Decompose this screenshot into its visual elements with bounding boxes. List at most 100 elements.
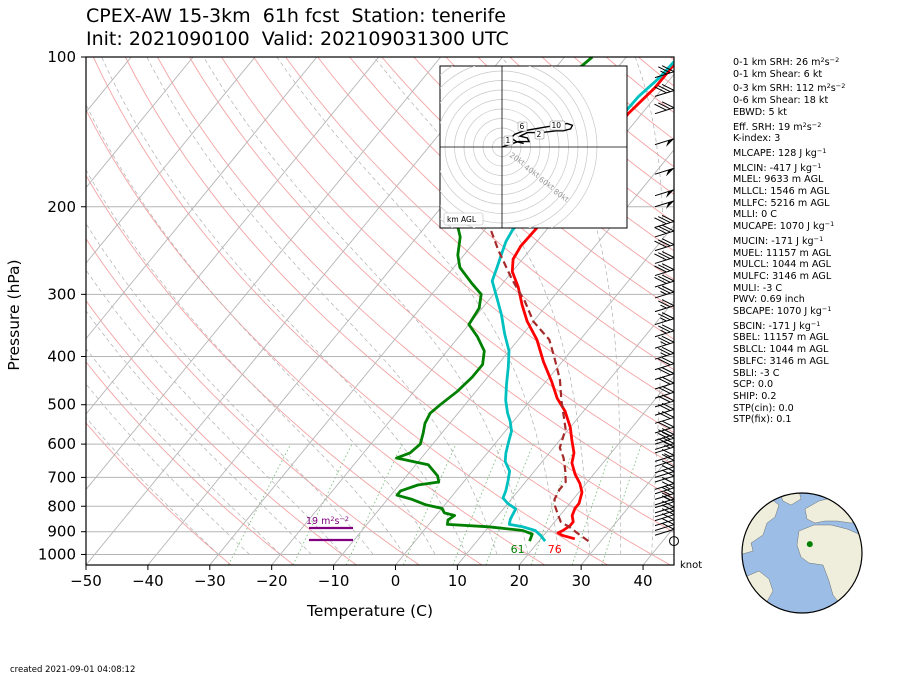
moist-adiabat [86, 383, 250, 555]
dry-adiabat [86, 361, 294, 565]
moist-adiabat [86, 223, 374, 555]
y-tick-label: 600 [47, 435, 76, 453]
parameter-line: 0-3 km SRH: 112 m2s−2 [733, 82, 846, 95]
wind-barb [654, 420, 675, 434]
hodograph-height-label: 6 [520, 122, 525, 131]
y-tick-label: 200 [47, 198, 76, 216]
y-tick-label: 400 [47, 348, 76, 366]
hodograph-trace [501, 122, 574, 148]
wind-barb [654, 335, 675, 349]
wind-barb [654, 428, 675, 441]
parameter-line: SHIP: 0.2 [733, 390, 777, 402]
chart-title-line2: Init: 2021090100 Valid: 202109031300 UTC [86, 28, 509, 50]
dry-adiabat [381, 57, 674, 310]
parameter-line: MLCAPE: 128 J kg−1 [733, 146, 827, 159]
wind-barb [654, 224, 675, 238]
y-tick-label: 1000 [38, 545, 76, 563]
parameter-line: MULFC: 3146 m AGL [733, 270, 832, 282]
wind-barb [654, 238, 675, 252]
moist-adiabat [86, 103, 436, 555]
created-timestamp: created 2021-09-01 04:08:12 [10, 665, 136, 675]
parameter-line: 0-1 km Shear: 6 kt [733, 68, 823, 80]
wind-barb [654, 285, 675, 299]
x-tick-label: −40 [132, 572, 164, 590]
moist-adiabat [86, 416, 219, 555]
wind-barb [654, 84, 675, 97]
parameter-line: MUCAPE: 1070 J kg−1 [733, 220, 835, 233]
dry-adiabat [253, 57, 674, 434]
y-tick-label: 100 [47, 48, 76, 66]
parameter-line: PWV: 0.69 inch [733, 294, 805, 306]
station-marker [806, 541, 813, 548]
moist-adiabat [203, 57, 529, 555]
x-tick-label: 20 [510, 572, 529, 590]
surface-value-label: 61 [511, 543, 525, 556]
wind-barb [654, 263, 675, 277]
hodograph-height-label: 2 [537, 130, 542, 139]
wind-barb [654, 274, 675, 288]
isotherm [86, 57, 256, 264]
hodograph-legend-label: km AGL [447, 215, 477, 224]
wind-barb [654, 367, 675, 381]
parameter-line: 0-6 km Shear: 18 kt [733, 95, 829, 107]
wind-barb [654, 101, 675, 115]
dry-adiabat [86, 422, 232, 565]
globe-outline [741, 492, 863, 614]
moist-adiabat [683, 57, 730, 555]
mixing-ratio-line [485, 443, 534, 565]
mixing-ratio-line [452, 443, 503, 565]
dry-adiabat [349, 57, 674, 340]
hodograph-height-label: 1 [506, 136, 511, 145]
isotherm [518, 375, 674, 565]
wind-barb [654, 324, 675, 338]
dry-adiabat [413, 57, 674, 281]
moist-adiabat [86, 169, 405, 555]
y-tick-label: 800 [47, 497, 76, 515]
isotherm [86, 57, 442, 491]
isotherm [395, 224, 674, 565]
wind-barb [654, 299, 675, 313]
station-globe [741, 492, 863, 614]
chart-title-line1: CPEX-AW 15-3km 61h fcst Station: tenerif… [86, 5, 506, 27]
wind-barb [654, 189, 675, 198]
moist-adiabat [86, 348, 281, 555]
parameter-line: SBEL: 11157 m AGL [733, 332, 829, 344]
sounding-parameters: 0-1 km SRH: 26 m2s−2 0-1 km Shear: 6 kt 0-… [733, 57, 845, 426]
mixing-ratio-line [345, 443, 403, 565]
wind-barb [654, 492, 675, 506]
y-tick-label: 900 [47, 523, 76, 541]
mixing-ratio-line [601, 443, 642, 565]
dry-adiabat [86, 174, 483, 565]
wind-barb [654, 312, 675, 326]
isotherm [457, 300, 674, 565]
mixing-ratio-line [292, 443, 353, 565]
hodograph-height-box [503, 135, 514, 146]
dry-adiabat [92, 57, 608, 565]
parameter-line: STP(cin): 0.0 [733, 402, 794, 414]
wind-barb [654, 385, 675, 399]
moist-adiabat [146, 57, 498, 555]
moist-adiabat [276, 57, 560, 555]
wind-barb [654, 357, 675, 371]
y-tick-label: 500 [47, 396, 76, 414]
parameter-line: K-index: 3 [733, 133, 781, 145]
wind-barb [654, 138, 675, 147]
moist-adiabat [86, 310, 312, 555]
parcel-trace [460, 99, 590, 542]
x-tick-label: 30 [572, 572, 591, 590]
parameter-line: MLCIN: -417 J kg−1 [733, 161, 822, 174]
x-tick-label: −10 [318, 572, 350, 590]
x-tick-label: −30 [194, 572, 226, 590]
parameter-line: SBLI: -3 C [733, 367, 780, 379]
dry-adiabat [86, 108, 545, 565]
x-tick-label: −50 [70, 572, 102, 590]
y-tick-label: 300 [47, 285, 76, 303]
x-tick-label: 10 [448, 572, 467, 590]
dry-adiabat [86, 299, 357, 565]
landmass-south-america [742, 570, 774, 613]
parameter-line: MLLI: 0 C [733, 209, 777, 221]
parameter-line: MUCIN: -171 J kg−1 [733, 234, 824, 247]
plot-frame [85, 56, 675, 566]
isotherm [333, 149, 674, 565]
parameter-line: SBCIN: -171 J kg−1 [733, 319, 821, 332]
